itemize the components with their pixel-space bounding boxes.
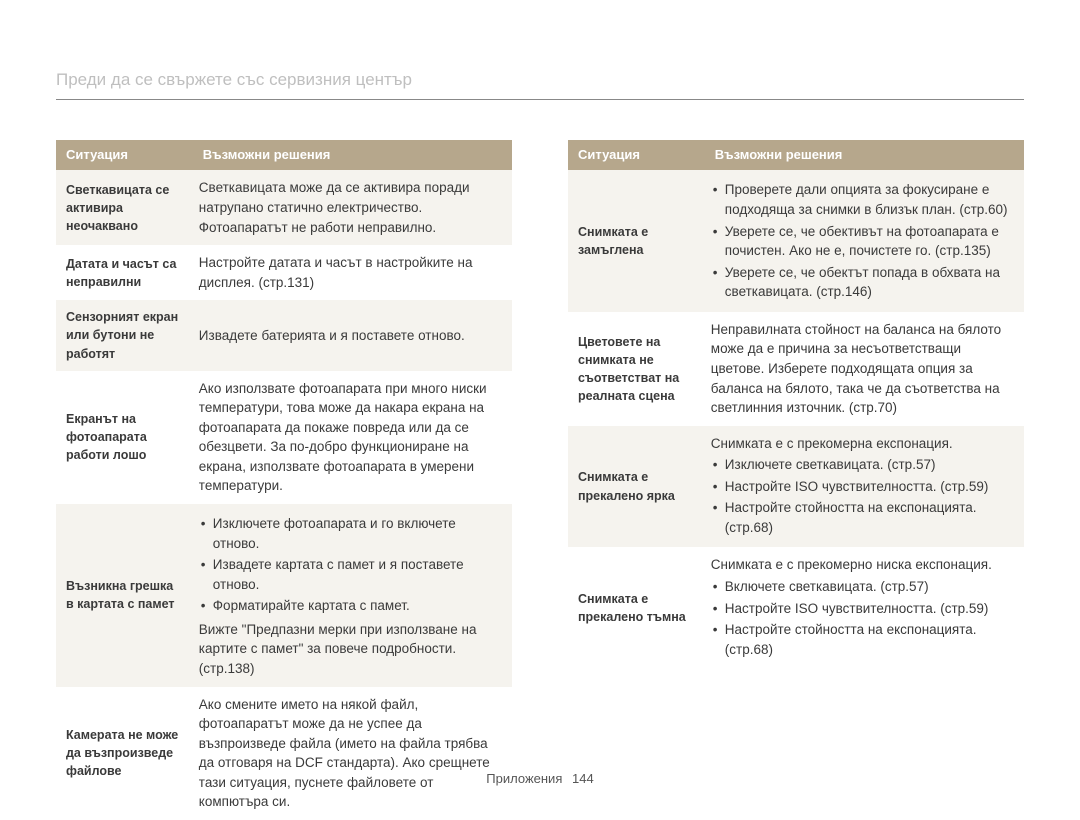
- solution-cell: Снимката е с прекомерна експонация.Изклю…: [705, 426, 1024, 548]
- solution-text: Ако смените името на някой файл, фотоапа…: [199, 695, 502, 812]
- solution-list: Изключете фотоапарата и го включете отно…: [199, 514, 502, 616]
- solution-cell: Неправилната стойност на баланса на бяло…: [705, 312, 1024, 426]
- col-header-situation: Ситуация: [568, 140, 705, 171]
- troubleshoot-table-left: Ситуация Възможни решения Светкавицата с…: [56, 140, 512, 820]
- solution-list-item: Настройте ISO чувствителността. (стр.59): [711, 599, 1014, 619]
- solution-lead: Снимката е с прекомерна експонация.: [711, 434, 1014, 454]
- col-header-solutions: Възможни решения: [705, 140, 1024, 171]
- solution-list: Изключете светкавицата. (стр.57)Настройт…: [711, 455, 1014, 537]
- table-row: Датата и часът са неправилниНастройте да…: [56, 245, 512, 300]
- solution-list-item: Включете светкавицата. (стр.57): [711, 577, 1014, 597]
- table-row: Възникна грешка в картата с паметИзключе…: [56, 504, 512, 687]
- solution-cell: Ако смените името на някой файл, фотоапа…: [193, 687, 512, 820]
- situation-cell: Снимката е прекалено ярка: [568, 426, 705, 548]
- situation-cell: Сензорният екран или бутони не работят: [56, 300, 193, 370]
- solution-list-item: Настройте стойността на експонацията. (с…: [711, 620, 1014, 659]
- solution-cell: Ако използвате фотоапарата при много нис…: [193, 371, 512, 504]
- content-columns: Ситуация Възможни решения Светкавицата с…: [56, 140, 1024, 820]
- situation-cell: Датата и часът са неправилни: [56, 245, 193, 300]
- page-footer: Приложения 144: [0, 770, 1080, 789]
- situation-cell: Възникна грешка в картата с памет: [56, 504, 193, 687]
- solution-extra: Вижте "Предпазни мерки при използване на…: [199, 620, 502, 679]
- situation-cell: Снимката е замъглена: [568, 170, 705, 311]
- solution-cell: Настройте датата и часът в настройките н…: [193, 245, 512, 300]
- solution-text: Извадете батерията и я поставете отново.: [199, 326, 502, 346]
- right-tbody: Снимката е замъгленаПроверете дали опция…: [568, 170, 1024, 669]
- solution-cell: Снимката е с прекомерно ниска експонация…: [705, 547, 1024, 669]
- solution-text: Неправилната стойност на баланса на бяло…: [711, 320, 1014, 418]
- solution-list-item: Извадете картата с памет и я поставете о…: [199, 555, 502, 594]
- col-header-solutions: Възможни решения: [193, 140, 512, 171]
- solution-list-item: Настройте ISO чувствителността. (стр.59): [711, 477, 1014, 497]
- situation-cell: Цветовете на снимката не съответстват на…: [568, 312, 705, 426]
- situation-cell: Камерата не може да възпроизведе файлове: [56, 687, 193, 820]
- solution-cell: Проверете дали опцията за фокусиране е п…: [705, 170, 1024, 311]
- page-title: Преди да се свържете със сервизния центъ…: [56, 68, 1024, 100]
- right-column: Ситуация Възможни решения Снимката е зам…: [568, 140, 1024, 820]
- table-row: Светкавицата се активира неочакваноСветк…: [56, 170, 512, 245]
- solution-list-item: Проверете дали опцията за фокусиране е п…: [711, 180, 1014, 219]
- left-tbody: Светкавицата се активира неочакваноСветк…: [56, 170, 512, 819]
- situation-cell: Снимката е прекалено тъмна: [568, 547, 705, 669]
- solution-list-item: Изключете светкавицата. (стр.57): [711, 455, 1014, 475]
- situation-cell: Екранът на фотоапарата работи лошо: [56, 371, 193, 504]
- solution-lead: Снимката е с прекомерно ниска експонация…: [711, 555, 1014, 575]
- table-row: Екранът на фотоапарата работи лошоАко из…: [56, 371, 512, 504]
- troubleshoot-table-right: Ситуация Възможни решения Снимката е зам…: [568, 140, 1024, 670]
- table-row: Снимката е замъгленаПроверете дали опция…: [568, 170, 1024, 311]
- solution-list-item: Изключете фотоапарата и го включете отно…: [199, 514, 502, 553]
- table-row: Снимката е прекалено яркаСнимката е с пр…: [568, 426, 1024, 548]
- page-number: 144: [572, 771, 594, 786]
- col-header-situation: Ситуация: [56, 140, 193, 171]
- left-column: Ситуация Възможни решения Светкавицата с…: [56, 140, 512, 820]
- solution-cell: Изключете фотоапарата и го включете отно…: [193, 504, 512, 687]
- table-row: Цветовете на снимката не съответстват на…: [568, 312, 1024, 426]
- solution-list-item: Уверете се, че обективът на фотоапарата …: [711, 222, 1014, 261]
- solution-list: Включете светкавицата. (стр.57)Настройте…: [711, 577, 1014, 659]
- table-row: Сензорният екран или бутони не работят Из…: [56, 300, 512, 370]
- solution-text: Светкавицата може да се активира поради …: [199, 178, 502, 237]
- table-row: Камерата не може да възпроизведе файлове…: [56, 687, 512, 820]
- solution-text: Ако използвате фотоапарата при много нис…: [199, 379, 502, 496]
- footer-label: Приложения: [486, 771, 562, 786]
- table-row: Снимката е прекалено тъмна Снимката е с п…: [568, 547, 1024, 669]
- solution-list-item: Настройте стойността на експонацията. (с…: [711, 498, 1014, 537]
- solution-list-item: Форматирайте картата с памет.: [199, 596, 502, 616]
- solution-cell: Светкавицата може да се активира поради …: [193, 170, 512, 245]
- situation-cell: Светкавицата се активира неочаквано: [56, 170, 193, 245]
- solution-list-item: Уверете се, че обектът попада в обхвата …: [711, 263, 1014, 302]
- solution-cell: Извадете батерията и я поставете отново.: [193, 300, 512, 370]
- solution-text: Настройте датата и часът в настройките н…: [199, 253, 502, 292]
- solution-list: Проверете дали опцията за фокусиране е п…: [711, 180, 1014, 301]
